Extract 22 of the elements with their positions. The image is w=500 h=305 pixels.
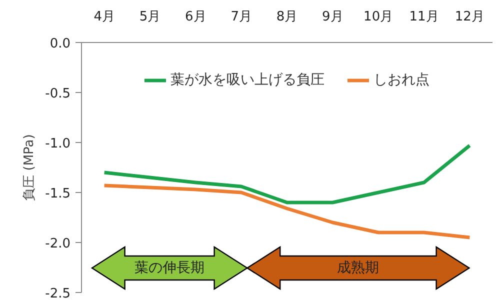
y-tick-label: -1.0	[45, 136, 71, 152]
line-series	[102, 144, 472, 204]
y-axis-title: 負圧 (MPa)	[22, 134, 38, 201]
x-tick-label: 11月	[409, 10, 439, 24]
x-tick-label: 12月	[454, 10, 484, 24]
x-tick-label: 10月	[364, 10, 394, 24]
annotation: 成熟期	[337, 260, 380, 276]
legend-label: しおれ点	[374, 71, 430, 89]
y-tick-label: 0.0	[50, 36, 71, 52]
y-tick-label: -1.5	[45, 186, 71, 202]
x-tick-label: 4月	[94, 10, 115, 24]
annotation: 葉の伸長期	[134, 260, 205, 276]
x-tick-label: 5月	[139, 10, 161, 24]
y-tick-label: -2.0	[45, 236, 71, 252]
x-tick-label: 9月	[322, 10, 344, 24]
x-tick-label: 7月	[230, 10, 252, 24]
x-tick-label: 8月	[276, 10, 298, 24]
x-tick-label: 6月	[185, 10, 206, 24]
y-tick-label: -0.5	[45, 86, 71, 102]
y-tick-label: -2.5	[45, 286, 71, 302]
legend-label: 葉が水を吸い上げる負圧	[170, 71, 324, 89]
line-series	[102, 184, 472, 240]
